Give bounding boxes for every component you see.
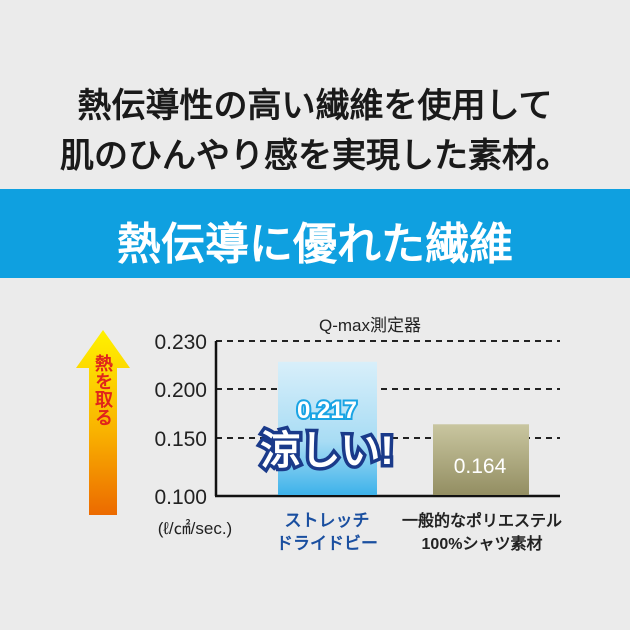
heat-arrow-icon xyxy=(76,330,130,515)
banner-title: 熱伝導に優れた繊維 xyxy=(117,220,513,269)
y-tick-label: 0.200 xyxy=(154,379,207,402)
y-tick-label: 0.100 xyxy=(154,486,207,509)
y-unit-label: (ℓ/㎠/sec.) xyxy=(158,519,232,538)
callout-cool: 涼しい! xyxy=(260,429,393,473)
headline-line-2: 肌のひんやり感を実現した素材。 xyxy=(60,137,570,175)
bar-1 xyxy=(278,361,377,495)
y-tick-label: 0.150 xyxy=(154,428,207,451)
headline-line-1: 熱伝導性の高い繊維を使用して xyxy=(77,87,553,125)
bar2-value-label: 0.164 xyxy=(454,455,507,478)
y-tick-label: 0.230 xyxy=(154,331,207,354)
category-1-line-1: ストレッチ xyxy=(285,511,370,530)
category-2-line-2: 100%シャツ素材 xyxy=(422,534,543,553)
category-2-line-1: 一般的なポリエステル xyxy=(402,511,562,530)
chart-title: Q-max測定器 xyxy=(319,316,421,335)
bar-2 xyxy=(433,424,529,495)
arrow-label: 熱を取る xyxy=(93,353,113,426)
bar1-value-label: 0.217 xyxy=(297,397,357,424)
banner: 熱伝導に優れた繊維 xyxy=(0,189,630,278)
category-1-line-2: ドライドビー xyxy=(276,534,378,553)
